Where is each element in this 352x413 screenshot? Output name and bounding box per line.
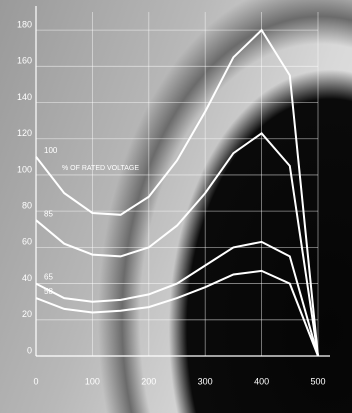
x-tick-label: 500 (310, 376, 325, 386)
x-tick-label: 200 (141, 376, 156, 386)
y-tick-label: 60 (22, 237, 32, 247)
x-tick-label: 300 (198, 376, 213, 386)
series-label: 65 (44, 273, 53, 282)
curve (35, 131, 319, 357)
y-tick-label: 20 (22, 309, 32, 319)
y-tick-label: 120 (17, 128, 32, 138)
y-tick-label: 80 (22, 201, 32, 211)
y-tick-label: 140 (17, 92, 32, 102)
y-tick-label: 0 (27, 345, 32, 355)
series-label: 58 (44, 287, 53, 296)
series-label: 100 (44, 146, 58, 155)
annotation: % OF RATED VOLTAGE (62, 165, 139, 172)
series-label: 85 (44, 209, 53, 218)
y-tick-label: 100 (17, 164, 32, 174)
y-tick-label: 180 (17, 19, 32, 29)
y-tick-label: 160 (17, 56, 32, 66)
curve (35, 269, 319, 357)
x-tick-label: 400 (254, 376, 269, 386)
curve (35, 28, 319, 357)
x-tick-label: 0 (33, 376, 38, 386)
y-tick-label: 40 (22, 273, 32, 283)
x-tick-label: 100 (85, 376, 100, 386)
curve (35, 240, 319, 357)
